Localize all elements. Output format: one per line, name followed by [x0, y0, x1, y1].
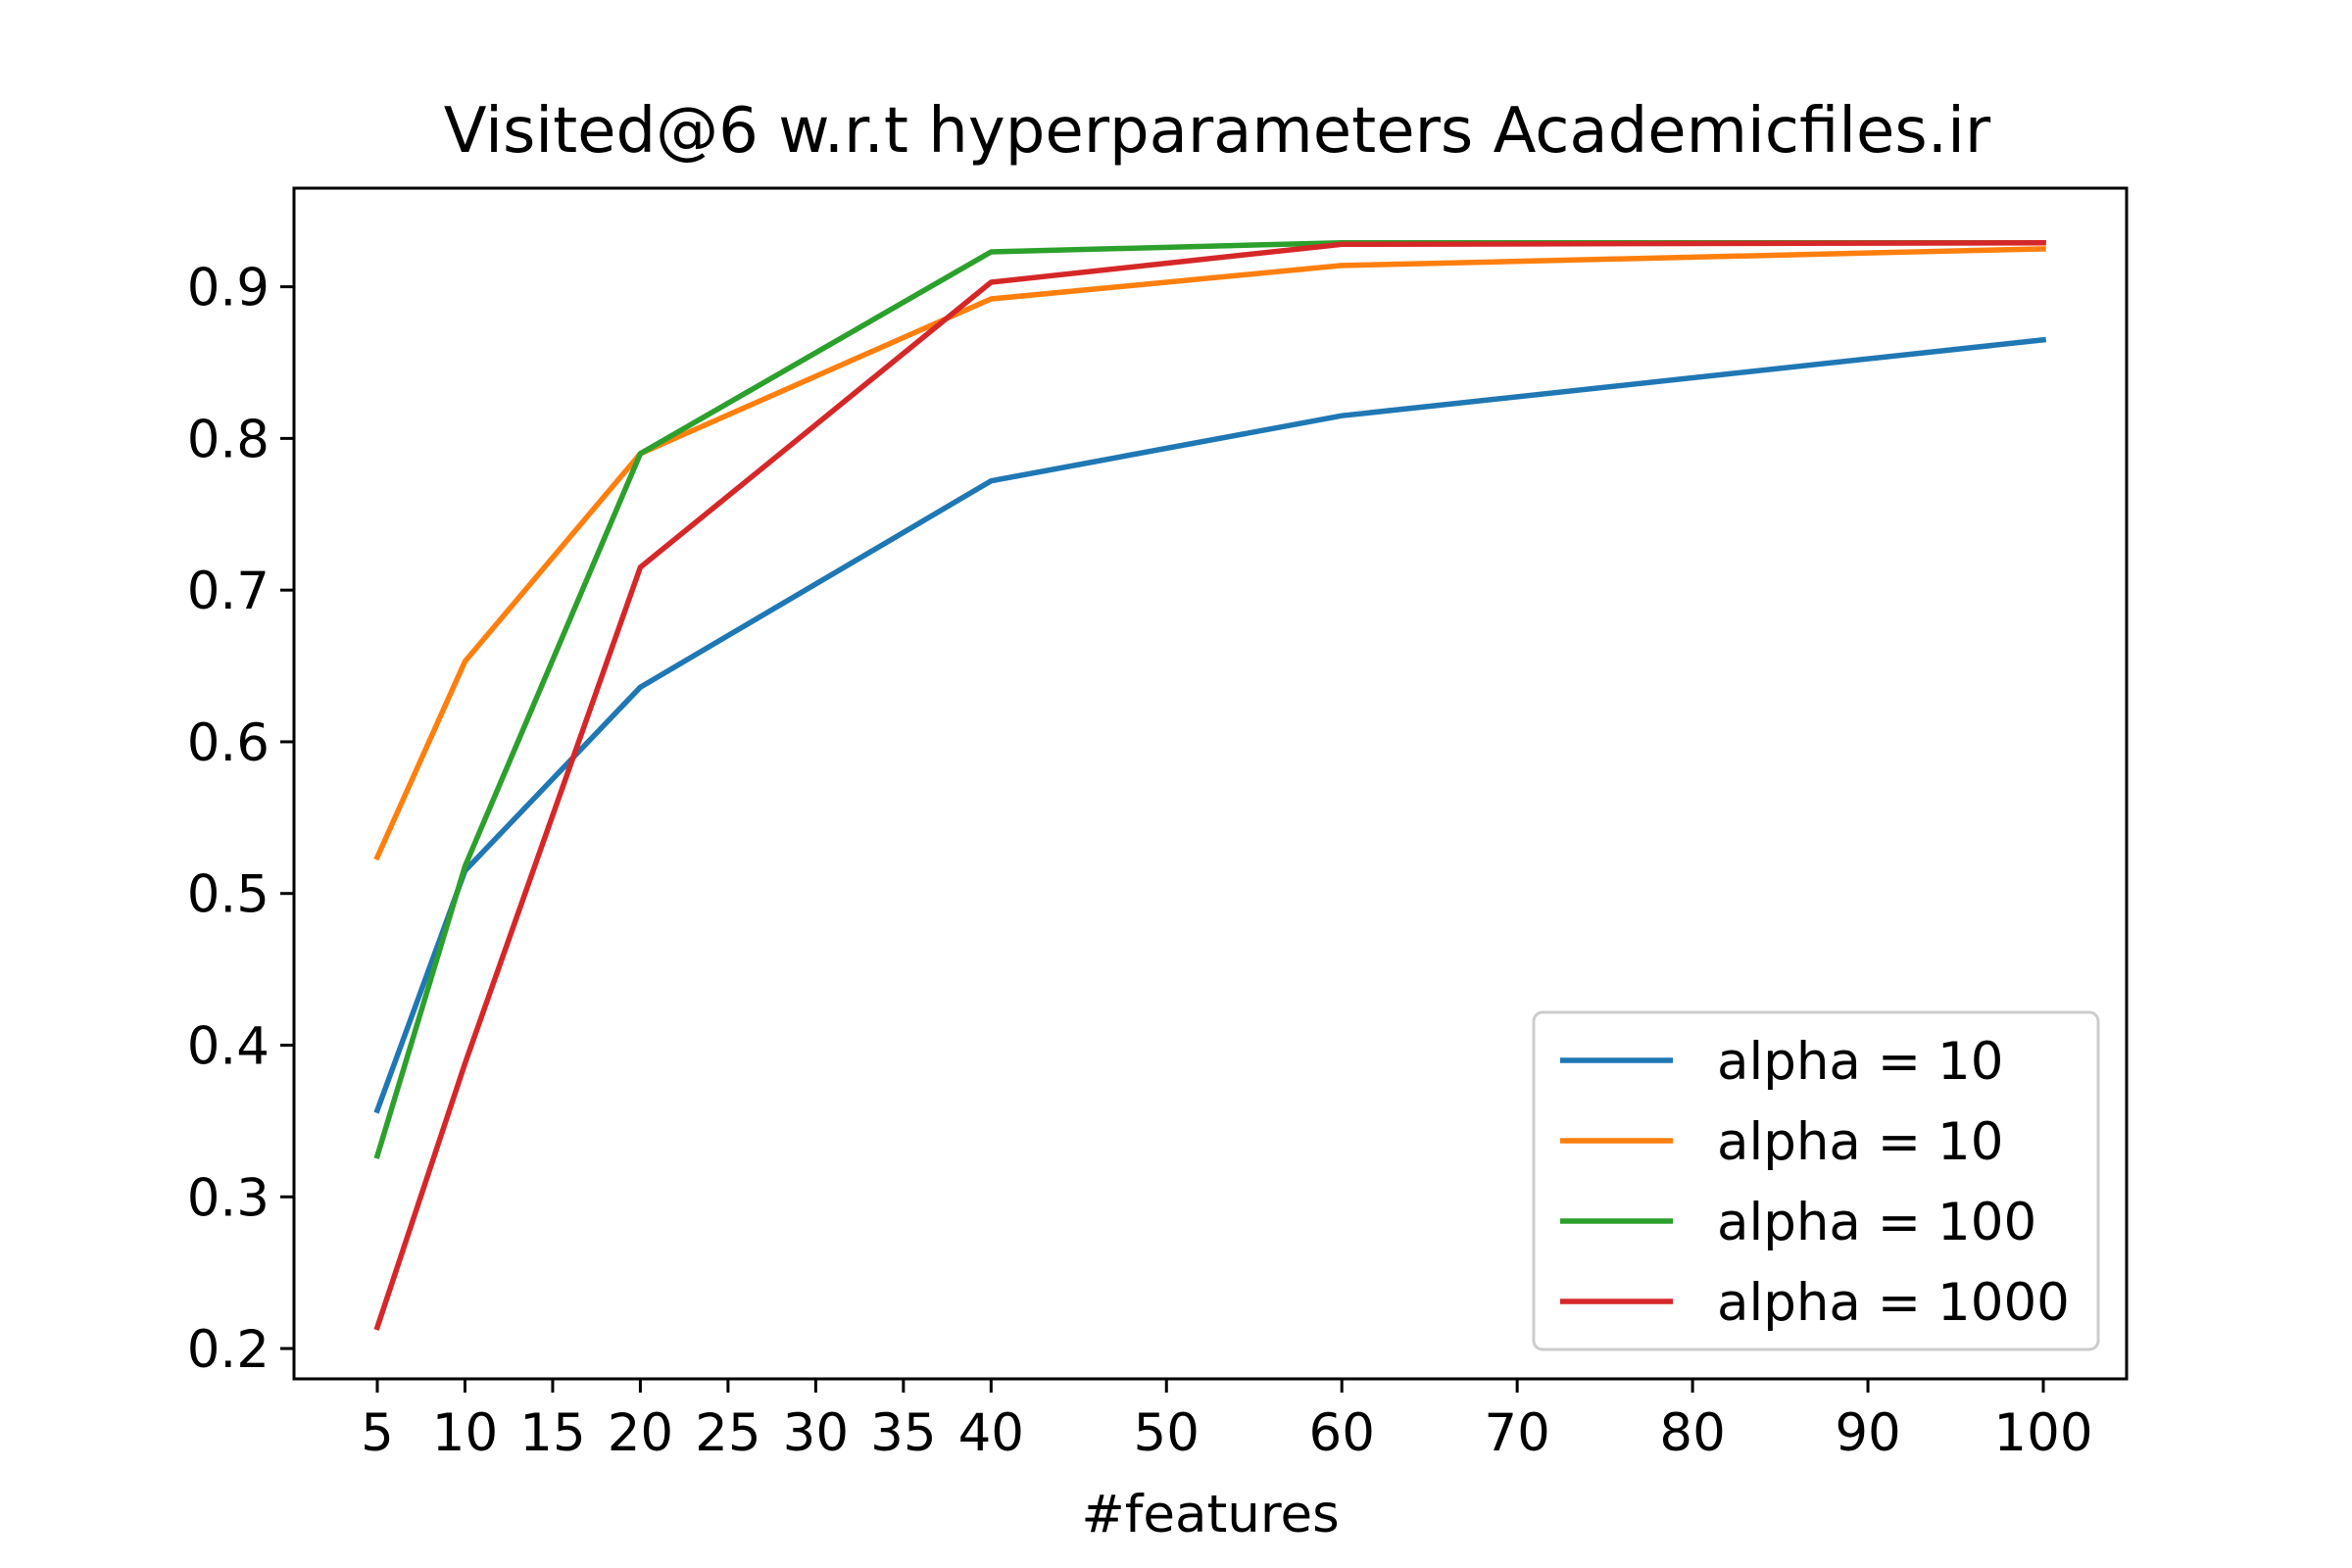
- chart-title: Visited@6 w.r.t hyperparameters Academic…: [444, 95, 1991, 168]
- legend-box: [1532, 1010, 2100, 1351]
- series-line-2: [373, 246, 2046, 861]
- x-tick-label: 50: [1134, 1403, 1200, 1463]
- x-tick-label: 30: [783, 1403, 849, 1463]
- x-axis-label: #features: [1081, 1485, 1339, 1544]
- y-tick-label: 0.8: [187, 410, 270, 469]
- legend: alpha = 10 alpha = 10 alpha = 100 alpha = 1…: [1532, 1010, 2100, 1351]
- y-tick-label: 0.9: [187, 259, 270, 318]
- x-tick-label: 90: [1835, 1403, 1900, 1463]
- legend-label-3: alpha = 100: [1717, 1193, 2036, 1252]
- plot-area-frame: [292, 186, 2129, 1381]
- x-tick-label: 10: [432, 1403, 498, 1463]
- y-tick-label: 0.5: [187, 865, 270, 925]
- legend-label-1: alpha = 10: [1717, 1032, 2003, 1092]
- legend-label-2: alpha = 10: [1717, 1112, 2003, 1172]
- x-tick-label: 25: [695, 1403, 760, 1463]
- series-lines: [373, 239, 2047, 1331]
- y-tick-label: 0.3: [187, 1168, 270, 1228]
- x-tick-label: 80: [1659, 1403, 1725, 1463]
- y-tick-label: 0.4: [187, 1016, 270, 1076]
- y-tick-label: 0.6: [187, 713, 270, 773]
- x-tick-label: 100: [1993, 1403, 2092, 1463]
- legend-label-4: alpha = 1000: [1717, 1273, 2070, 1333]
- x-tick-label: 40: [958, 1403, 1024, 1463]
- x-tick-label: 20: [608, 1403, 673, 1463]
- y-tick-label: 0.2: [187, 1320, 270, 1380]
- x-tick-label: 15: [519, 1403, 585, 1463]
- x-tick-label: 5: [361, 1403, 394, 1463]
- series-line-4: [373, 239, 2046, 1331]
- y-tick-label: 0.7: [187, 562, 270, 621]
- x-tick-label: 60: [1308, 1403, 1374, 1463]
- y-axis-ticks: 0.2 0.3 0.4 0.5 0.6 0.7 0.8 0.9: [187, 259, 294, 1380]
- x-tick-label: 35: [870, 1403, 936, 1463]
- x-axis-ticks: 5 10 15 20 25 30 35 40 50 60 70 80 90 100: [361, 1379, 2093, 1463]
- x-tick-label: 70: [1484, 1403, 1549, 1463]
